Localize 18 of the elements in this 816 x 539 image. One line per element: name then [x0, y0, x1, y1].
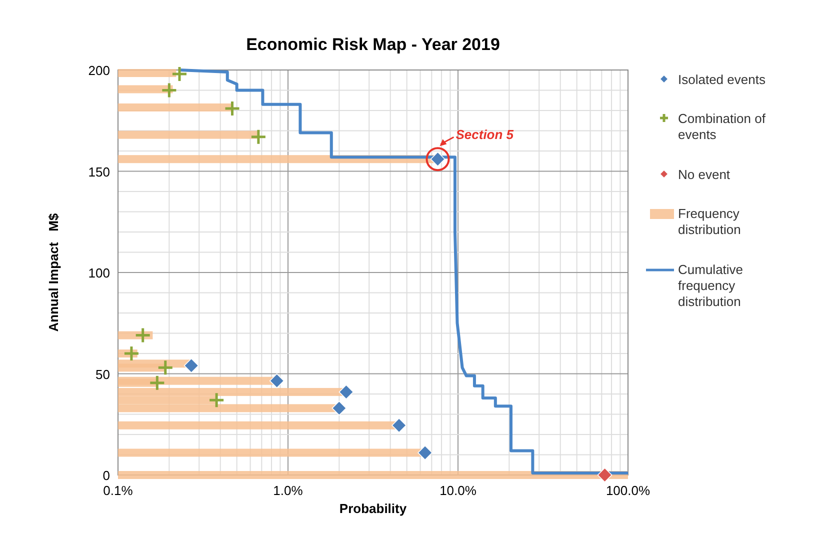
y-tick-label: 200 [88, 63, 110, 78]
x-axis-title: Probability [339, 501, 408, 516]
y-tick-label: 0 [102, 468, 110, 483]
annotation: Section 5 [456, 127, 514, 142]
legend-label: Cumulative frequency distribution [678, 262, 744, 309]
x-tick-label: 100.0% [606, 483, 650, 498]
chart-title: Economic Risk Map - Year 2019 [246, 35, 500, 54]
x-tick-label: 10.0% [440, 483, 477, 498]
x-tick-label: 1.0% [273, 483, 304, 498]
x-tick-label: 0.1% [103, 483, 134, 498]
y-axis-title: Annual Impact M$ [46, 212, 61, 332]
legend-label: No event [678, 167, 730, 182]
y-tick-label: 100 [88, 266, 110, 280]
legend-label: Frequency distribution [678, 206, 741, 237]
y-tick-label: 150 [88, 164, 110, 180]
legend-label: Isolated events [678, 72, 766, 87]
legend-label: Combination of events [678, 111, 766, 142]
y-tick-label: 50 [96, 366, 110, 382]
